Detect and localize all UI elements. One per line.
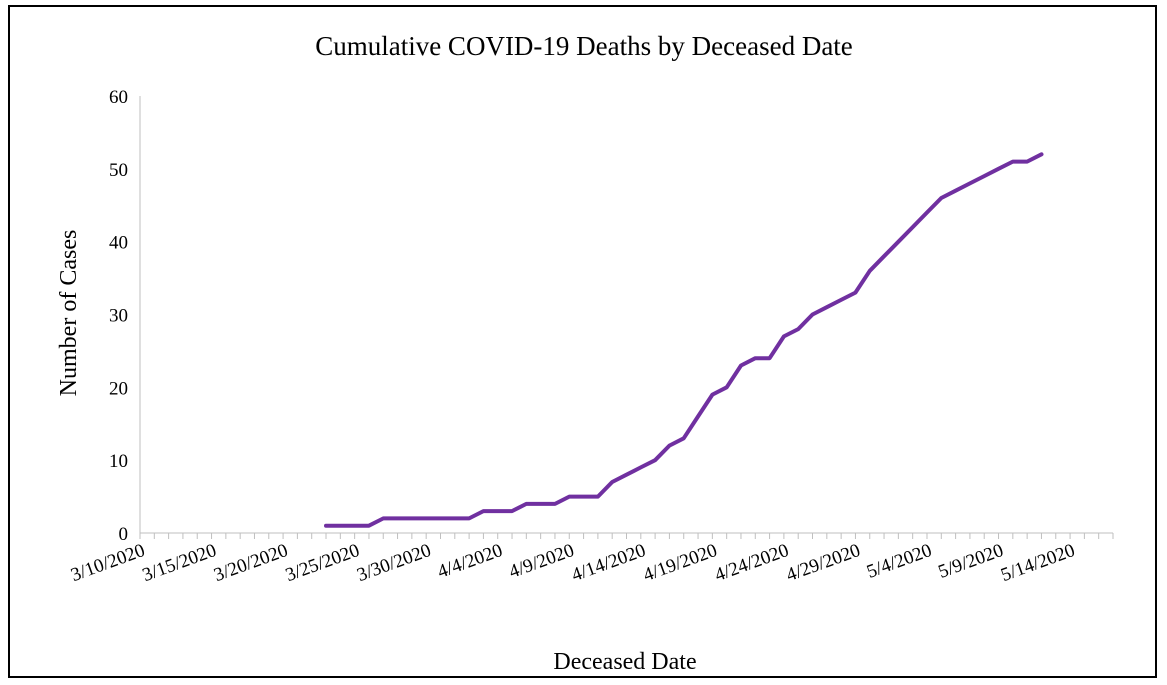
x-tick-labels: 3/10/20203/15/20203/20/20203/25/20203/30… xyxy=(68,540,1078,586)
y-tick-label: 40 xyxy=(109,233,128,254)
x-tick-label: 3/20/2020 xyxy=(211,540,291,586)
x-tick-label: 3/15/2020 xyxy=(140,540,220,586)
x-tick-label: 4/4/2020 xyxy=(435,540,506,583)
y-tick-label: 60 xyxy=(109,87,128,108)
chart-title: Cumulative COVID-19 Deaths by Deceased D… xyxy=(315,31,853,61)
x-tick-label: 5/9/2020 xyxy=(936,540,1007,583)
x-tick-label: 3/25/2020 xyxy=(283,540,363,586)
y-tick-label: 20 xyxy=(109,378,128,399)
y-tick-label: 30 xyxy=(109,306,128,327)
y-tick-label: 10 xyxy=(109,451,128,472)
x-tick-label: 4/19/2020 xyxy=(640,540,720,586)
x-tick-label: 3/10/2020 xyxy=(68,540,148,586)
deaths-series-line xyxy=(324,152,1044,528)
x-tick-label: 4/9/2020 xyxy=(506,540,577,583)
y-tick-label: 0 xyxy=(119,524,129,545)
x-tick-label: 3/30/2020 xyxy=(354,540,434,586)
x-tick-label: 4/14/2020 xyxy=(569,540,649,586)
x-tick-label: 4/24/2020 xyxy=(712,540,792,586)
x-minor-ticks xyxy=(139,533,1114,539)
chart-frame xyxy=(8,5,1157,678)
y-tick-labels: 0 10 20 30 40 50 60 xyxy=(109,87,128,545)
x-tick-label: 5/14/2020 xyxy=(998,540,1078,586)
y-tick-label: 50 xyxy=(109,160,128,181)
x-axis-label: Deceased Date xyxy=(553,649,696,675)
x-tick-label: 4/29/2020 xyxy=(784,540,864,586)
y-axis-label: Number of Cases xyxy=(56,230,82,397)
x-tick-label: 5/4/2020 xyxy=(864,540,935,583)
